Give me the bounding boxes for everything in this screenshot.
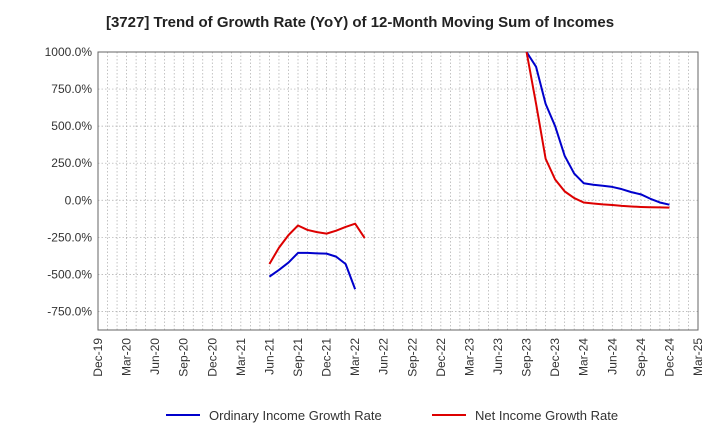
- x-tick-label: Dec-20: [205, 338, 219, 377]
- x-tick-label: Mar-21: [234, 338, 248, 376]
- x-tick-label: Sep-21: [291, 338, 305, 377]
- x-tick-label: Jun-23: [491, 338, 505, 375]
- chart-title: [3727] Trend of Growth Rate (YoY) of 12-…: [105, 14, 615, 31]
- x-tick-label: Sep-22: [405, 338, 419, 377]
- x-tick-label: Mar-22: [348, 338, 362, 376]
- legend-label-1: Ordinary Income Growth Rate: [209, 408, 382, 423]
- plot-frame: [97, 51, 699, 331]
- x-tick-label: Mar-20: [120, 338, 134, 376]
- x-tick-label: Mar-23: [462, 338, 476, 376]
- x-tick-label: Jun-24: [605, 338, 619, 375]
- x-tick-label: Dec-23: [548, 338, 562, 377]
- y-tick-label: 750.0%: [51, 82, 92, 96]
- y-tick-label: -500.0%: [47, 267, 92, 281]
- x-tick-label: Dec-24: [662, 338, 676, 377]
- x-tick-label: Jun-20: [148, 338, 162, 375]
- x-tick-label: Mar-25: [691, 338, 705, 376]
- x-tick-label: Jun-22: [377, 338, 391, 375]
- legend-label-2: Net Income Growth Rate: [475, 408, 618, 423]
- plot-area: [98, 52, 698, 330]
- y-tick-label: 0.0%: [65, 193, 93, 207]
- y-tick-label: 250.0%: [51, 156, 92, 170]
- series-line-2-segment-2: [525, 51, 670, 209]
- x-tick-label: Dec-19: [91, 338, 105, 377]
- x-tick-label: Sep-20: [177, 338, 191, 377]
- x-tick-label: Sep-24: [634, 338, 648, 377]
- x-tick-label: Sep-23: [520, 338, 534, 377]
- y-tick-label: 1000.0%: [45, 45, 93, 59]
- x-tick-label: Dec-21: [320, 338, 334, 377]
- x-tick-label: Jun-21: [262, 338, 276, 375]
- series-line-1-segment-1: [268, 251, 357, 290]
- y-tick-label: -250.0%: [47, 230, 92, 244]
- y-tick-label: -750.0%: [47, 304, 92, 318]
- x-tick-label: Dec-22: [434, 338, 448, 377]
- y-tick-label: 500.0%: [51, 119, 92, 133]
- series-line-2-segment-1: [268, 222, 366, 265]
- x-tick-label: Mar-24: [577, 338, 591, 376]
- series-line-1-segment-2: [525, 51, 670, 206]
